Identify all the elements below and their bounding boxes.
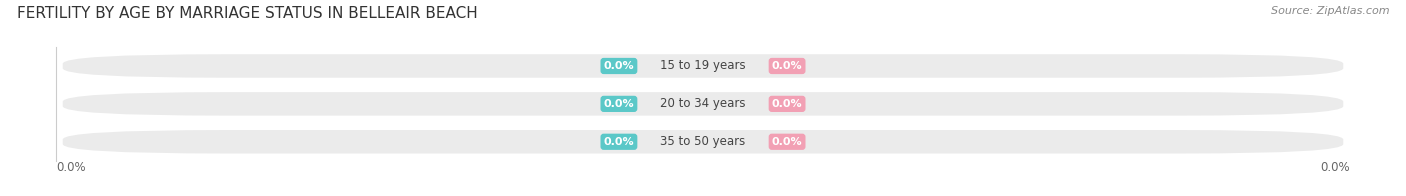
Text: 0.0%: 0.0% xyxy=(603,99,634,109)
FancyBboxPatch shape xyxy=(63,54,1343,78)
Text: 0.0%: 0.0% xyxy=(1320,161,1350,174)
Text: Source: ZipAtlas.com: Source: ZipAtlas.com xyxy=(1271,6,1389,16)
Text: 35 to 50 years: 35 to 50 years xyxy=(661,135,745,148)
Text: 20 to 34 years: 20 to 34 years xyxy=(661,97,745,110)
FancyBboxPatch shape xyxy=(63,130,1343,153)
Text: FERTILITY BY AGE BY MARRIAGE STATUS IN BELLEAIR BEACH: FERTILITY BY AGE BY MARRIAGE STATUS IN B… xyxy=(17,6,478,21)
Text: 0.0%: 0.0% xyxy=(772,99,803,109)
FancyBboxPatch shape xyxy=(63,92,1343,116)
Text: 0.0%: 0.0% xyxy=(772,137,803,147)
Text: 15 to 19 years: 15 to 19 years xyxy=(661,60,745,73)
Text: 0.0%: 0.0% xyxy=(603,137,634,147)
Text: 0.0%: 0.0% xyxy=(603,61,634,71)
Text: 0.0%: 0.0% xyxy=(56,161,86,174)
Text: 0.0%: 0.0% xyxy=(772,61,803,71)
